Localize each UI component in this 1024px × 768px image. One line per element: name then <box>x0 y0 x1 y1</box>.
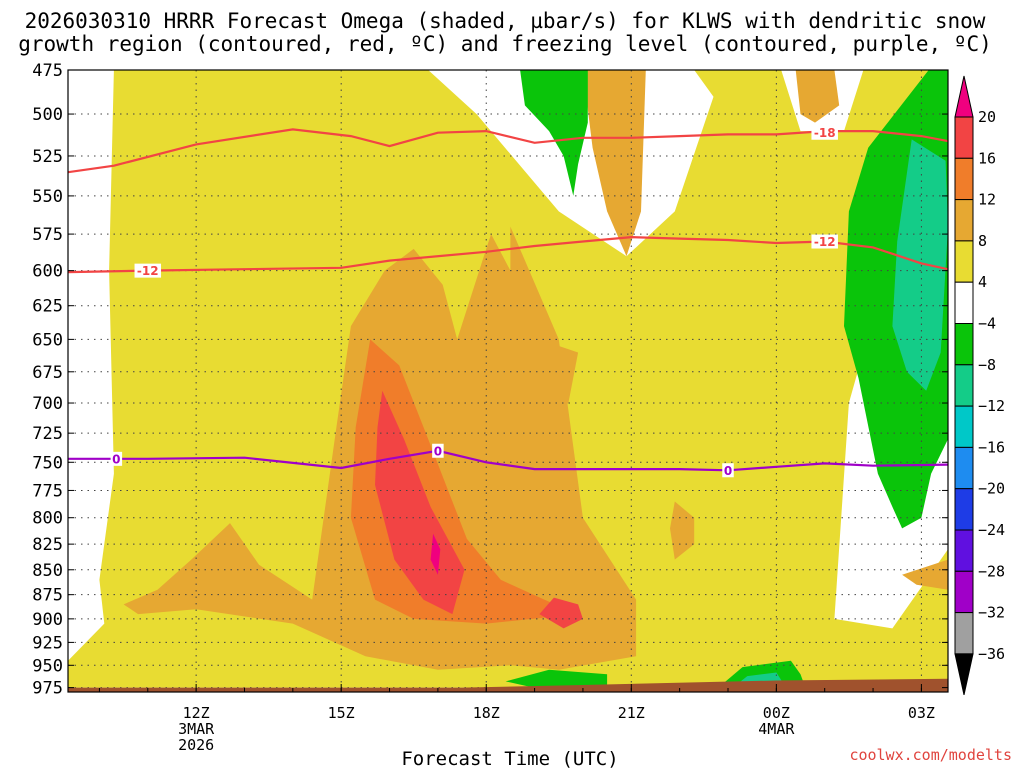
x-tick-label: 3MAR <box>178 720 215 738</box>
credit-text: coolwx.com/modelts <box>849 746 1012 764</box>
contour-label: -12 <box>137 264 159 278</box>
y-tick-label: 475 <box>32 61 63 81</box>
contour-label: -18 <box>814 126 836 140</box>
y-tick-label: 800 <box>32 509 63 529</box>
y-tick-label: 700 <box>32 394 63 414</box>
y-tick-label: 725 <box>32 424 63 444</box>
plot-frame <box>67 69 949 693</box>
colorbar-segment <box>954 281 974 325</box>
colorbar-label: 16 <box>978 149 996 167</box>
omega-shaded-region <box>505 669 608 687</box>
y-tick-label: 900 <box>32 610 63 630</box>
colorbar-label: 12 <box>978 191 996 209</box>
colorbar-label: 4 <box>978 273 987 291</box>
axes: 475 500 525 550 575 600 625 650 675 700 725 750 775 8… <box>32 61 949 754</box>
omega-shaded-region <box>582 70 646 257</box>
y-tick-label: 850 <box>32 561 63 581</box>
colorbar-top-arrow <box>954 75 974 118</box>
colorbar-segment <box>954 323 974 366</box>
x-tick-label: 18Z <box>473 704 500 722</box>
contour-label: -12 <box>814 235 836 249</box>
contour-label-bg <box>811 125 838 140</box>
contour-label-bg <box>432 443 444 458</box>
y-tick-label: 550 <box>32 187 63 207</box>
freezing-level-contour <box>68 449 948 472</box>
colorbar-segment <box>954 405 974 448</box>
omega-shaded-region <box>539 339 579 416</box>
contour-label-bg <box>110 451 123 466</box>
y-tick-label: 500 <box>32 105 63 125</box>
colorbar-label: 20 <box>978 108 996 126</box>
contour-label: 0 <box>434 444 442 458</box>
omega-shaded-region <box>375 390 465 615</box>
colorbar-segment <box>954 240 974 283</box>
omega-colorbar: 20 16 12 8 4 −4 −8 −12 −16 −20 −24 −28 −32 −36 <box>954 75 1005 696</box>
colorbar-segment <box>954 364 974 407</box>
omega-shaded-region <box>902 559 948 590</box>
y-tick-label: 975 <box>32 679 63 699</box>
colorbar-label: −12 <box>978 397 1005 415</box>
colorbar-bottom-arrow <box>954 653 974 696</box>
omega-shaded-region <box>795 70 840 123</box>
x-tick-label: 15Z <box>328 704 355 722</box>
y-tick-label: 875 <box>32 586 63 606</box>
chart-title-line-2: growth region (contoured, red, ºC) and f… <box>18 32 992 56</box>
colorbar-segment <box>954 612 974 655</box>
y-tick-label: 600 <box>32 262 63 282</box>
colorbar-label: −8 <box>978 356 996 374</box>
y-tick-label: 625 <box>32 297 63 317</box>
colorbar-segment <box>954 199 974 242</box>
chart-title-line-1: 2026030310 HRRR Forecast Omega (shaded, … <box>25 9 986 33</box>
colorbar-segment <box>954 488 974 531</box>
colorbar-segment <box>954 157 974 201</box>
colorbar-label: −20 <box>978 480 1005 498</box>
y-tick-label: 950 <box>32 656 63 676</box>
colorbar-label: −36 <box>978 645 1005 663</box>
colorbar-segment <box>954 570 974 614</box>
colorbar-label: −16 <box>978 438 1005 456</box>
x-axis-title: Forecast Time (UTC) <box>401 748 618 768</box>
y-tick-label: 650 <box>32 330 63 350</box>
plot-area: -18 -12 -12 0 0 0 <box>68 70 948 692</box>
contour-label-bg <box>134 263 162 278</box>
y-tick-label: 825 <box>32 535 63 555</box>
y-tick-label: 675 <box>32 363 63 383</box>
x-tick-label: 03Z <box>908 704 935 722</box>
omega-shaded-region <box>670 501 695 560</box>
contour-label-bg <box>811 234 838 249</box>
x-tick-label: 00Z <box>763 704 790 722</box>
colorbar-label: −28 <box>978 562 1005 580</box>
colorbar-label: 8 <box>978 232 987 250</box>
omega-shaded-region <box>539 597 583 629</box>
y-tick-label: 575 <box>32 225 63 245</box>
y-tick-label: 775 <box>32 481 63 501</box>
x-tick-label: 12Z <box>183 704 210 722</box>
contour-label: 0 <box>724 464 732 478</box>
colorbar-segment <box>954 446 974 490</box>
omega-shaded-region <box>520 70 588 196</box>
dgz-contour <box>68 235 948 274</box>
x-tick-label: 2026 <box>178 736 214 754</box>
contour-label-bg <box>722 463 734 478</box>
y-tick-label: 525 <box>32 147 63 167</box>
colorbar-label: −4 <box>978 315 996 333</box>
x-tick-label: 4MAR <box>758 720 795 738</box>
x-tick-label: 21Z <box>618 704 645 722</box>
y-tick-label: 925 <box>32 633 63 653</box>
y-tick-label: 750 <box>32 453 63 473</box>
colorbar-segment <box>954 116 974 159</box>
colorbar-segment <box>954 529 974 572</box>
colorbar-label: −32 <box>978 604 1005 622</box>
omega-shaded-region <box>892 139 948 391</box>
contour-label: 0 <box>112 452 120 466</box>
colorbar-label: −24 <box>978 521 1005 539</box>
